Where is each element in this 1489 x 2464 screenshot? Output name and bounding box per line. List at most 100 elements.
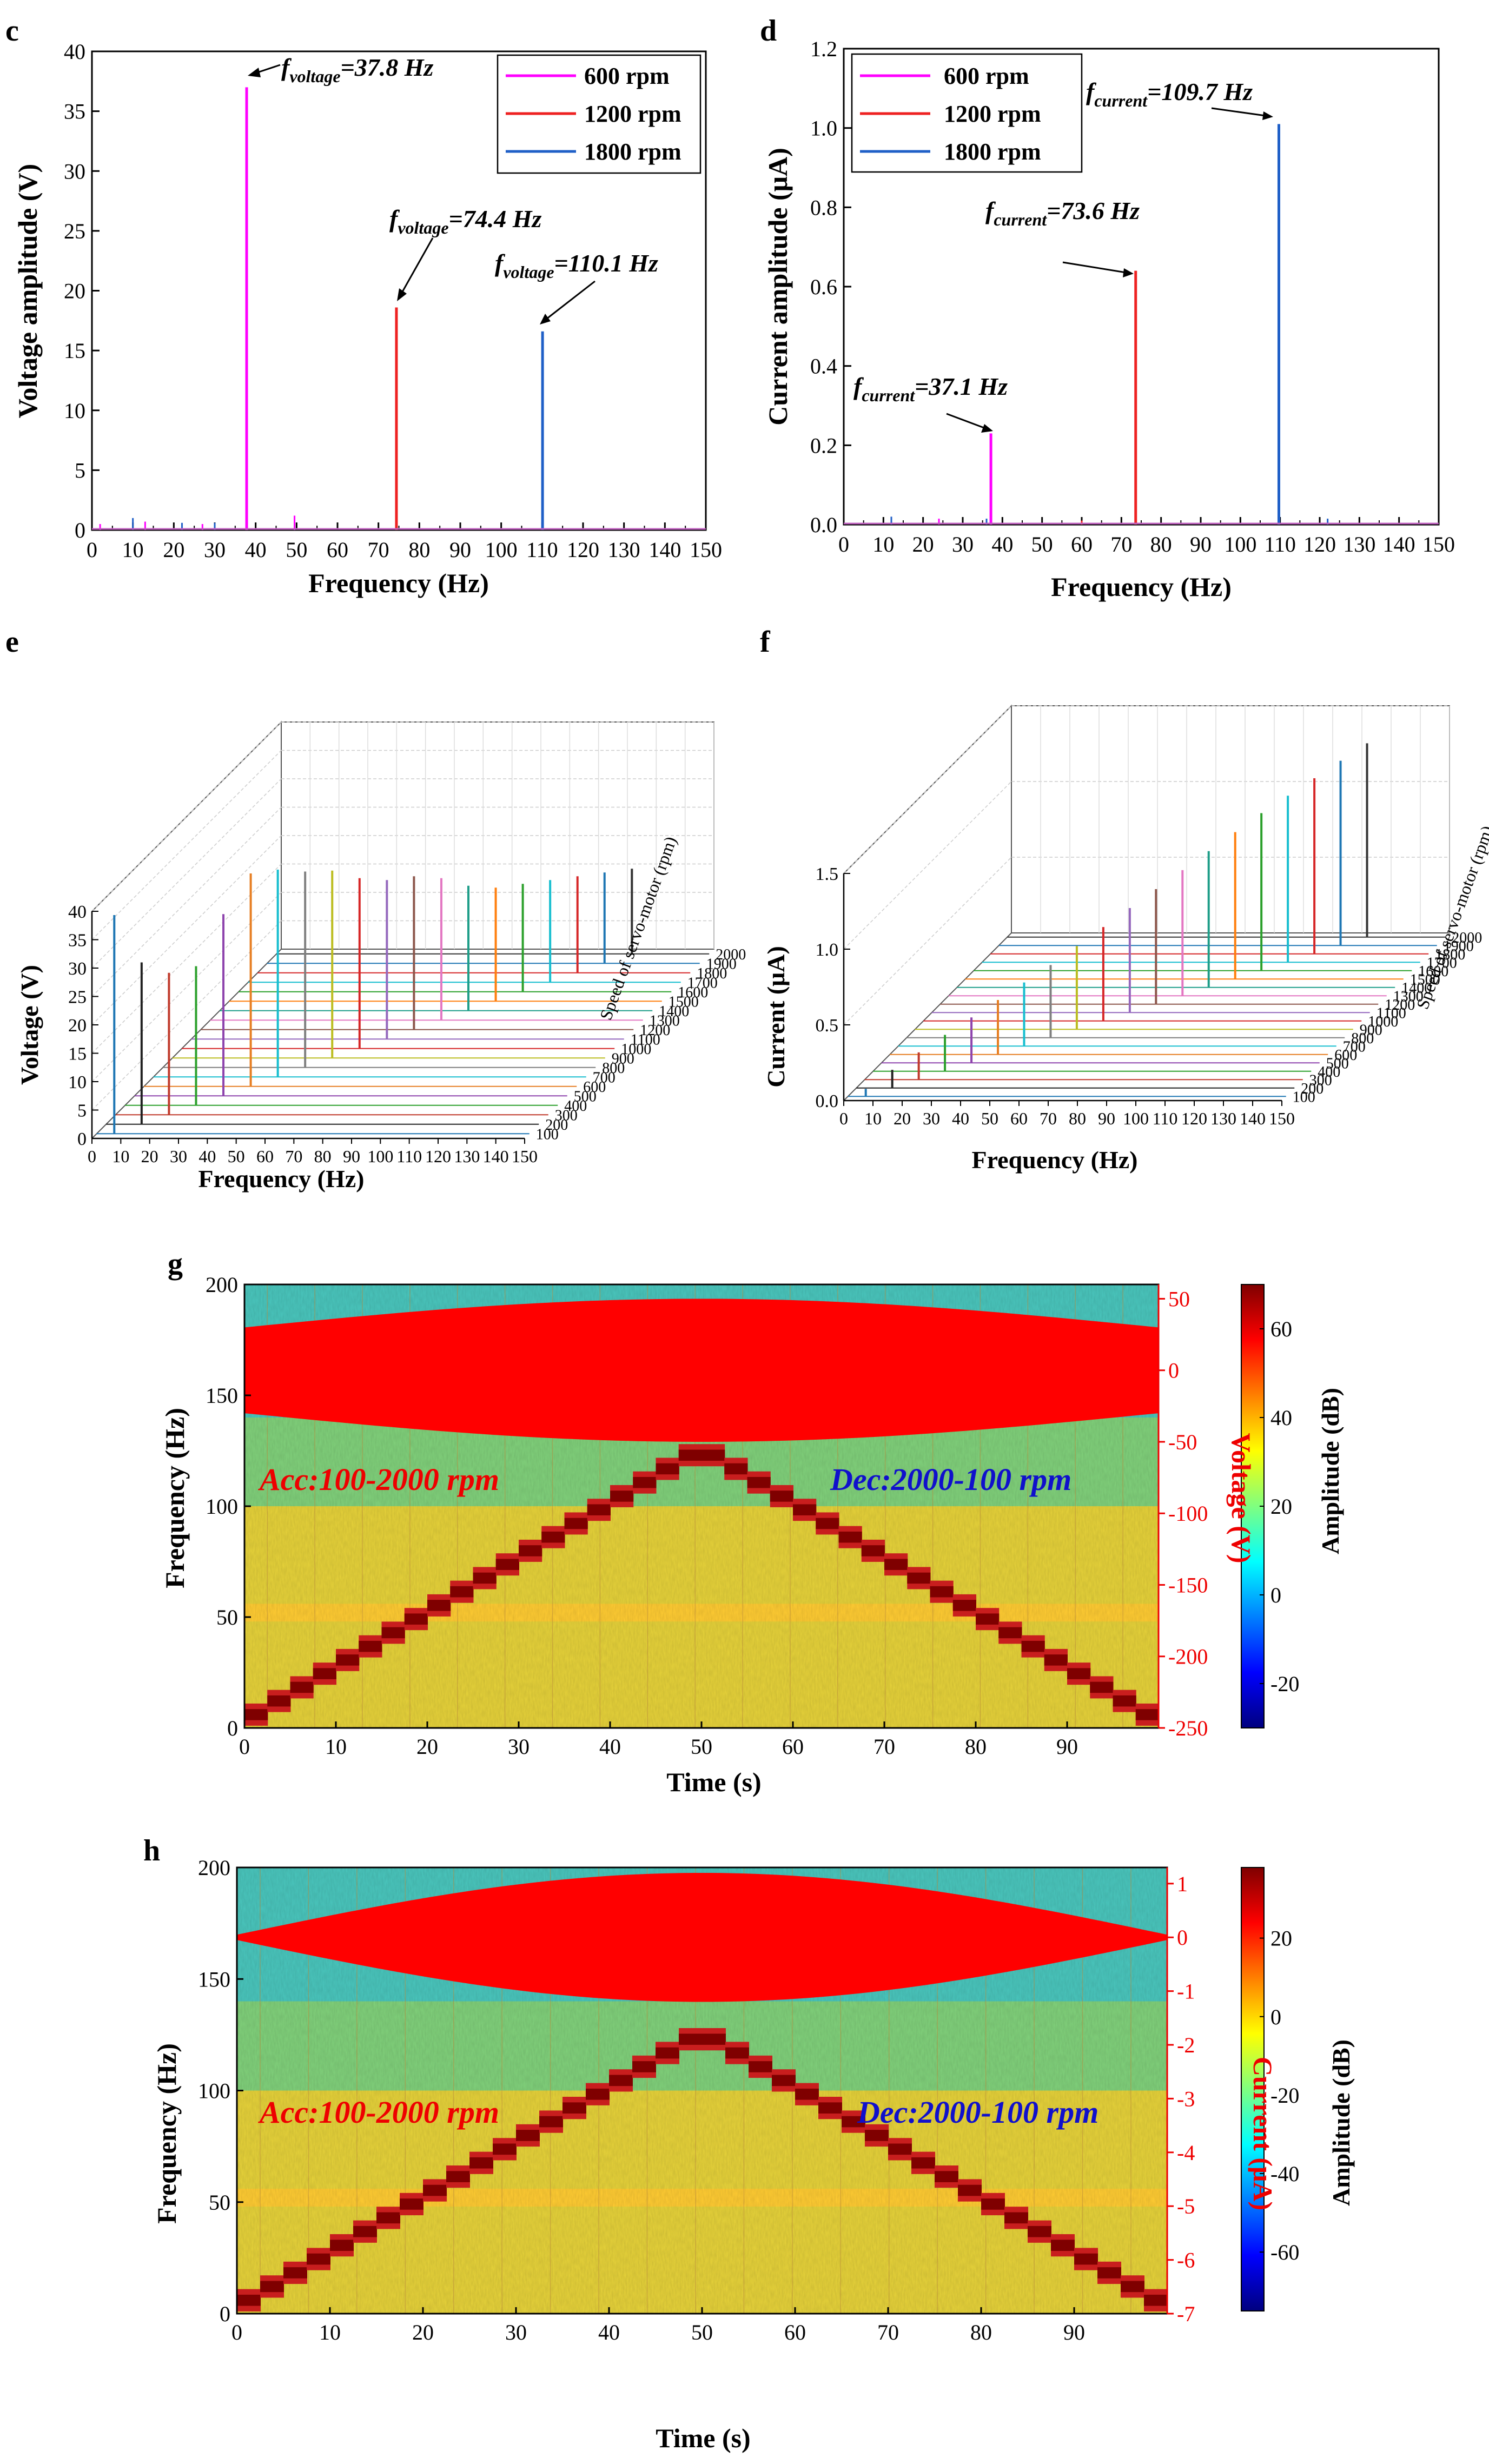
g-ridge-core bbox=[1113, 1695, 1136, 1707]
f-speed-label: 1000 bbox=[1368, 1014, 1398, 1030]
c-xtick-label: 110 bbox=[526, 538, 558, 562]
f-ytick-label: 0.0 bbox=[816, 1091, 839, 1111]
e-xtick-label: 140 bbox=[483, 1147, 509, 1166]
d-xtick-label: 130 bbox=[1343, 532, 1375, 557]
g-ridge-core bbox=[519, 1545, 542, 1556]
g-colorbar-tick-label: -20 bbox=[1270, 1672, 1299, 1696]
d-ann3-base: f bbox=[1086, 78, 1097, 105]
d-ann3-value: =109.7 Hz bbox=[1147, 78, 1253, 105]
d-ylabel: Current amplitude (μA) bbox=[763, 148, 793, 426]
f-speed-label: 600 bbox=[1334, 1047, 1357, 1064]
g-xtick-label: 60 bbox=[782, 1734, 804, 1759]
d-ann2-base: f bbox=[985, 197, 996, 224]
g-xtick-label: 30 bbox=[508, 1734, 530, 1759]
h-ridge-core bbox=[237, 2294, 261, 2306]
h-colorbar-tick-label: -20 bbox=[1270, 2083, 1299, 2108]
f-xtick-label: 60 bbox=[1010, 1109, 1028, 1128]
e-xlabel: Frequency (Hz) bbox=[198, 1165, 364, 1193]
f-xtick-label: 50 bbox=[981, 1109, 998, 1128]
h-xtick-label: 70 bbox=[877, 2320, 899, 2344]
c-x-axis: 0 10 20 30 40 50 60 70 80 90 100 110 120 130 140 150 bbox=[87, 522, 722, 562]
h-y2tick-label: -3 bbox=[1177, 2087, 1195, 2111]
f-speed-label: 1200 bbox=[1385, 997, 1415, 1014]
e-speed-label: 300 bbox=[555, 1107, 578, 1124]
g-colorbar-tick-label: 40 bbox=[1270, 1406, 1292, 1430]
h-xtick-label: 80 bbox=[970, 2320, 992, 2344]
f-speed-label: 800 bbox=[1351, 1030, 1374, 1047]
g-ridge-core bbox=[907, 1572, 931, 1584]
g-colorbar-tick-label: 0 bbox=[1270, 1583, 1281, 1607]
svg-text:fvoltage=37.8 Hz: fvoltage=37.8 Hz bbox=[281, 54, 434, 86]
e-speed-label: 400 bbox=[564, 1098, 587, 1115]
g-xtick-label: 80 bbox=[965, 1734, 987, 1759]
g-ytick-label: 150 bbox=[206, 1383, 238, 1408]
d-legend: 600 rpm 1200 rpm 1800 rpm bbox=[851, 53, 1083, 173]
h-ridge-core bbox=[679, 2034, 703, 2045]
g-colorbar-tick-label: 20 bbox=[1270, 1494, 1292, 1519]
h-xtick-label: 90 bbox=[1063, 2320, 1085, 2344]
g-ytick-label: 0 bbox=[227, 1716, 238, 1740]
g-ridge-core bbox=[610, 1491, 634, 1502]
g-y2tick-label: 50 bbox=[1168, 1287, 1190, 1311]
d-legend-600: 600 rpm bbox=[944, 63, 1029, 89]
h-ytick-label: 200 bbox=[198, 1856, 230, 1880]
d-ytick-label: 0.8 bbox=[810, 195, 837, 220]
g-ridge-core bbox=[587, 1504, 611, 1515]
c-y-axis: 0 5 10 15 20 25 30 35 40 bbox=[64, 39, 100, 542]
d-ytick-label: 1.0 bbox=[810, 116, 837, 141]
panel-label-d: d bbox=[760, 14, 777, 48]
d-y-axis: 0.0 0.2 0.4 0.6 0.8 1.0 1.2 bbox=[810, 37, 851, 537]
g-ridge-core bbox=[267, 1695, 291, 1707]
g-ridge-core bbox=[952, 1600, 976, 1611]
c-ann1-value: =37.8 Hz bbox=[341, 54, 434, 81]
h-y2tick-label: -4 bbox=[1177, 2141, 1195, 2165]
svg-text:fvoltage=110.1 Hz: fvoltage=110.1 Hz bbox=[495, 249, 658, 282]
svg-text:fcurrent=109.7 Hz: fcurrent=109.7 Hz bbox=[1086, 78, 1253, 110]
f-xtick-label: 90 bbox=[1098, 1109, 1115, 1128]
c-ytick-label: 40 bbox=[64, 39, 85, 64]
f-ytick-label: 0.5 bbox=[816, 1016, 839, 1036]
d-xtick-label: 30 bbox=[952, 532, 974, 557]
e-speed-label: 1100 bbox=[631, 1031, 660, 1048]
f-speed-label: 1700 bbox=[1427, 955, 1457, 971]
g-ridge-core bbox=[747, 1476, 771, 1488]
e-speed-label: 200 bbox=[545, 1117, 568, 1134]
svg-text:fcurrent=37.1 Hz: fcurrent=37.1 Hz bbox=[853, 373, 1008, 405]
g-colorbar-tick-label: 60 bbox=[1270, 1317, 1292, 1341]
g-ridge-core bbox=[1021, 1640, 1045, 1652]
c-ann3-value: =110.1 Hz bbox=[554, 249, 658, 277]
h-y2tick-label: 1 bbox=[1177, 1872, 1188, 1896]
d-legend-1200: 1200 rpm bbox=[944, 101, 1041, 127]
e-speed-label: 1200 bbox=[640, 1022, 670, 1039]
c-ytick-label: 25 bbox=[64, 219, 85, 243]
g-ridge-core bbox=[1067, 1668, 1091, 1679]
c-series bbox=[92, 87, 706, 530]
g-xlabel: Time (s) bbox=[666, 1767, 761, 1797]
e-grid-line bbox=[91, 806, 282, 997]
c-xtick-label: 90 bbox=[449, 538, 471, 562]
h-xtick-label: 30 bbox=[505, 2320, 527, 2344]
e-xtick-label: 10 bbox=[112, 1147, 129, 1166]
h-ridge-core bbox=[1074, 2253, 1098, 2265]
g-ytick-label: 100 bbox=[206, 1494, 238, 1519]
d-ann1-sub: current bbox=[862, 386, 915, 405]
h-ridge-core bbox=[1028, 2225, 1051, 2237]
h-ridge-core bbox=[307, 2253, 330, 2265]
f-speed-label: 500 bbox=[1326, 1055, 1349, 1072]
c-legend: 600 rpm 1200 rpm 1800 rpm bbox=[497, 54, 702, 174]
e-grid-line bbox=[91, 892, 282, 1082]
g-ridge-core bbox=[541, 1531, 565, 1543]
d-ann2-value: =73.6 Hz bbox=[1047, 197, 1140, 224]
f-speed-label: 300 bbox=[1309, 1072, 1332, 1089]
g-xtick-label: 10 bbox=[325, 1734, 347, 1759]
e-ytick-label: 30 bbox=[68, 959, 87, 979]
g-ridge-core bbox=[998, 1627, 1022, 1639]
d-xtick-label: 110 bbox=[1264, 532, 1296, 557]
d-ytick-label: 0.2 bbox=[810, 433, 837, 458]
g-ridge-core bbox=[336, 1654, 360, 1666]
h-ridge-core bbox=[330, 2240, 354, 2251]
e-xtick-label: 0 bbox=[88, 1147, 96, 1166]
h-y2tick-label: -6 bbox=[1177, 2248, 1195, 2273]
